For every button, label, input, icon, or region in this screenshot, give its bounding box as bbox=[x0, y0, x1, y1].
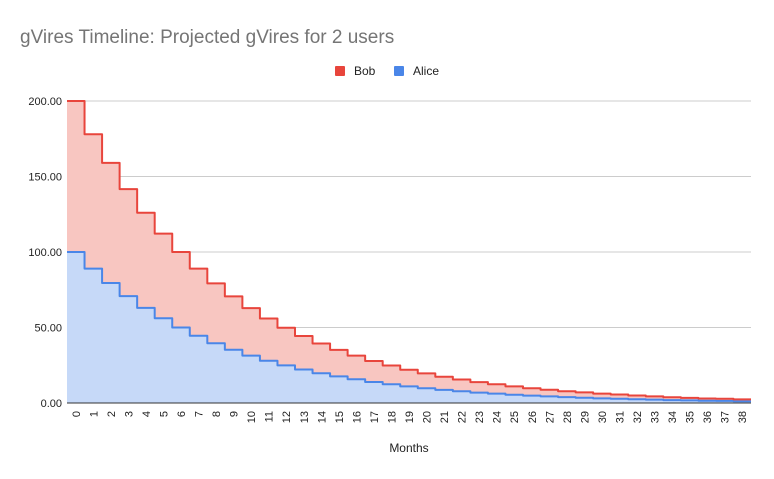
x-tick-label: 36 bbox=[702, 411, 714, 423]
y-tick-label: 0.00 bbox=[41, 398, 62, 410]
line-alice bbox=[67, 251, 751, 403]
x-tick-label: 33 bbox=[650, 411, 662, 423]
x-tick-label: 4 bbox=[141, 411, 153, 417]
x-tick-label: 13 bbox=[299, 411, 311, 423]
y-tick-label: 200.00 bbox=[28, 96, 62, 108]
x-tick-label: 2 bbox=[106, 411, 118, 417]
x-tick-label: 24 bbox=[492, 411, 504, 423]
y-axis-ticks: 0.00 50.00 100.00 150.00 200.00 bbox=[28, 96, 62, 410]
legend-item-bob[interactable]: Bob bbox=[335, 64, 376, 78]
series-lines bbox=[67, 100, 751, 403]
x-tick-label: 17 bbox=[369, 411, 381, 423]
x-tick-label: 26 bbox=[527, 411, 539, 423]
line-bob bbox=[67, 100, 751, 401]
x-tick-label: 32 bbox=[632, 411, 644, 423]
x-tick-label: 15 bbox=[334, 411, 346, 423]
x-tick-label: 18 bbox=[386, 411, 398, 423]
y-tick-label: 150.00 bbox=[28, 172, 62, 184]
x-tick-label: 21 bbox=[439, 411, 451, 423]
x-tick-label: 25 bbox=[509, 411, 521, 423]
legend-swatch bbox=[335, 66, 345, 76]
x-tick-label: 11 bbox=[264, 411, 276, 422]
x-tick-label: 31 bbox=[614, 411, 626, 423]
y-tick-label: 50.00 bbox=[34, 323, 62, 335]
x-tick-label: 14 bbox=[316, 411, 328, 423]
chart-legend[interactable]: Bob Alice bbox=[335, 64, 439, 78]
x-tick-label: 28 bbox=[562, 411, 574, 423]
x-tick-label: 7 bbox=[194, 411, 206, 417]
area-bob bbox=[67, 101, 751, 402]
x-tick-label: 0 bbox=[71, 411, 83, 417]
x-tick-label: 6 bbox=[176, 411, 188, 417]
x-tick-label: 19 bbox=[404, 411, 416, 423]
x-tick-label: 37 bbox=[720, 411, 732, 423]
x-tick-label: 5 bbox=[158, 411, 170, 417]
x-tick-label: 8 bbox=[211, 411, 223, 417]
x-tick-label: 3 bbox=[123, 411, 135, 417]
legend-swatch bbox=[394, 66, 404, 76]
x-tick-label: 29 bbox=[579, 411, 591, 423]
chart-title: gVires Timeline: Projected gVires for 2 … bbox=[20, 27, 394, 48]
x-axis-ticks: 0 1 2 3 4 5 6 7 8 9 10 11 12 13 14 15 16 17 18 19 20 21 22 23 24… bbox=[71, 411, 749, 423]
x-tick-label: 34 bbox=[667, 411, 679, 423]
x-tick-label: 16 bbox=[351, 411, 363, 423]
x-tick-label: 38 bbox=[737, 411, 749, 423]
area-alice bbox=[67, 252, 751, 403]
x-tick-label: 20 bbox=[422, 411, 434, 423]
x-tick-label: 27 bbox=[544, 411, 556, 423]
x-tick-label: 35 bbox=[685, 411, 697, 423]
y-tick-label: 100.00 bbox=[28, 247, 62, 259]
x-tick-label: 23 bbox=[474, 411, 486, 423]
x-tick-label: 30 bbox=[597, 411, 609, 423]
x-tick-label: 22 bbox=[457, 411, 469, 423]
legend-label: Bob bbox=[354, 64, 376, 78]
x-tick-label: 12 bbox=[281, 411, 293, 423]
x-axis-title: Months bbox=[389, 441, 428, 455]
legend-item-alice[interactable]: Alice bbox=[394, 64, 439, 78]
x-tick-label: 10 bbox=[246, 411, 258, 423]
x-tick-label: 9 bbox=[229, 411, 241, 417]
series-areas bbox=[67, 101, 751, 403]
legend-label: Alice bbox=[413, 64, 439, 78]
x-tick-label: 1 bbox=[88, 411, 100, 417]
